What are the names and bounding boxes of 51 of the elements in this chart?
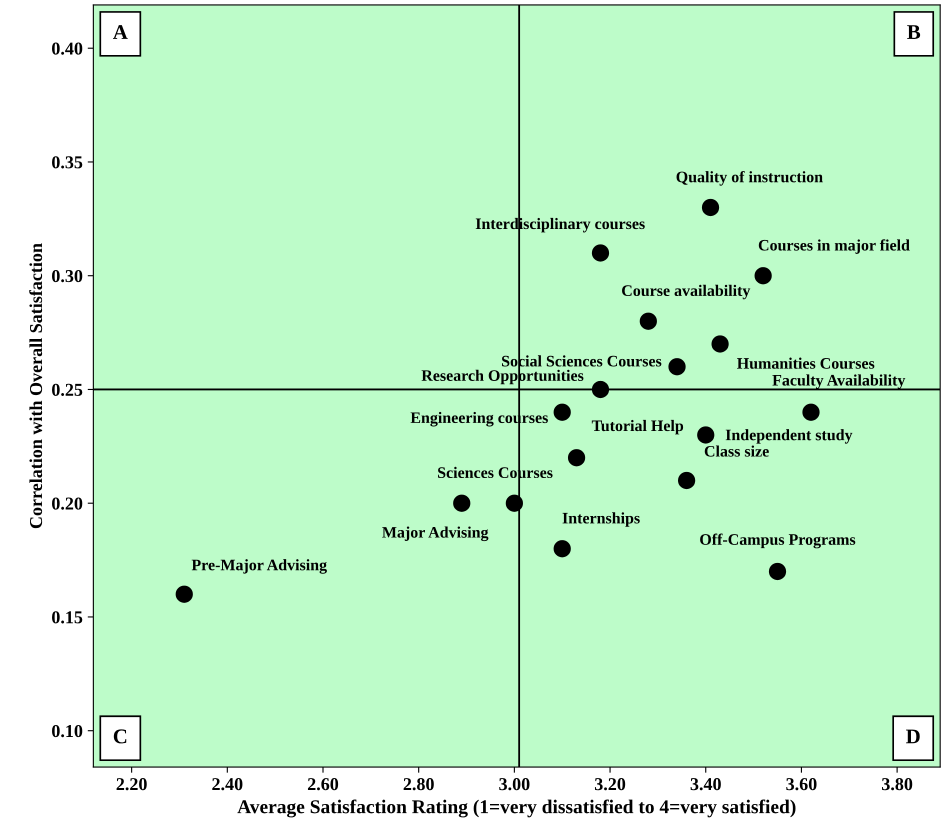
- x-tick-label: 3.20: [594, 778, 626, 790]
- x-tick-label: 2.80: [404, 778, 434, 790]
- point: [668, 358, 686, 376]
- y-tick-label: 0.20: [52, 497, 82, 510]
- point: [754, 267, 772, 284]
- point: [802, 404, 820, 421]
- y-tick-label: 0.10: [52, 724, 82, 738]
- point: [592, 380, 610, 398]
- y-tick-label: 0.40: [52, 42, 82, 55]
- point: [554, 404, 571, 421]
- x-tick-label: 2.20: [116, 778, 147, 790]
- point: [768, 562, 786, 580]
- annotation: Tutorial Help: [592, 420, 684, 434]
- x-tick-label: 3.40: [690, 778, 721, 790]
- y-tick-label: 0.15: [52, 611, 82, 624]
- y-axis-title: Correlation with Overall Satisfaction: [29, 243, 42, 528]
- point: [453, 494, 470, 512]
- annotation: Humanities Courses: [737, 358, 874, 369]
- point: [554, 540, 571, 558]
- annotation: Course availability: [622, 284, 750, 300]
- annotation: D: [906, 730, 920, 744]
- point: [702, 198, 720, 216]
- point: [711, 335, 729, 353]
- annotation: C: [114, 729, 126, 744]
- point: [640, 312, 657, 330]
- point: [176, 586, 193, 603]
- y-tick-label: 0.30: [52, 270, 82, 282]
- annotation: Class size: [704, 445, 769, 457]
- point: [697, 426, 714, 444]
- annotation: Faculty Availability: [772, 374, 906, 389]
- point: [568, 449, 586, 466]
- annotation: Pre-Major Advising: [192, 559, 327, 574]
- point: [592, 244, 610, 262]
- y-tick-label: 0.35: [52, 156, 82, 168]
- x-tick-label: 3.60: [786, 778, 817, 790]
- x-axis-title: Average Satisfaction Rating (1=very dissatisfied to 4=very satisfied): [237, 799, 796, 818]
- x-tick-label: 3.00: [499, 778, 530, 790]
- annotation: Independent study: [726, 429, 852, 444]
- annotation: Internships: [562, 512, 640, 527]
- annotation: A: [113, 25, 128, 39]
- annotation: Off-Campus Programs: [700, 534, 856, 548]
- annotation: Courses in major field: [758, 239, 910, 254]
- x-tick-label: 2.60: [308, 778, 338, 790]
- point: [506, 494, 523, 512]
- x-tick-label: 3.80: [882, 778, 912, 790]
- y-tick-label: 0.25: [52, 384, 82, 396]
- annotation: Quality of instruction: [676, 170, 823, 186]
- x-tick-label: 2.40: [212, 778, 242, 790]
- annotation: Major Advising: [382, 526, 488, 542]
- point: [678, 472, 696, 490]
- annotation: B: [907, 25, 920, 39]
